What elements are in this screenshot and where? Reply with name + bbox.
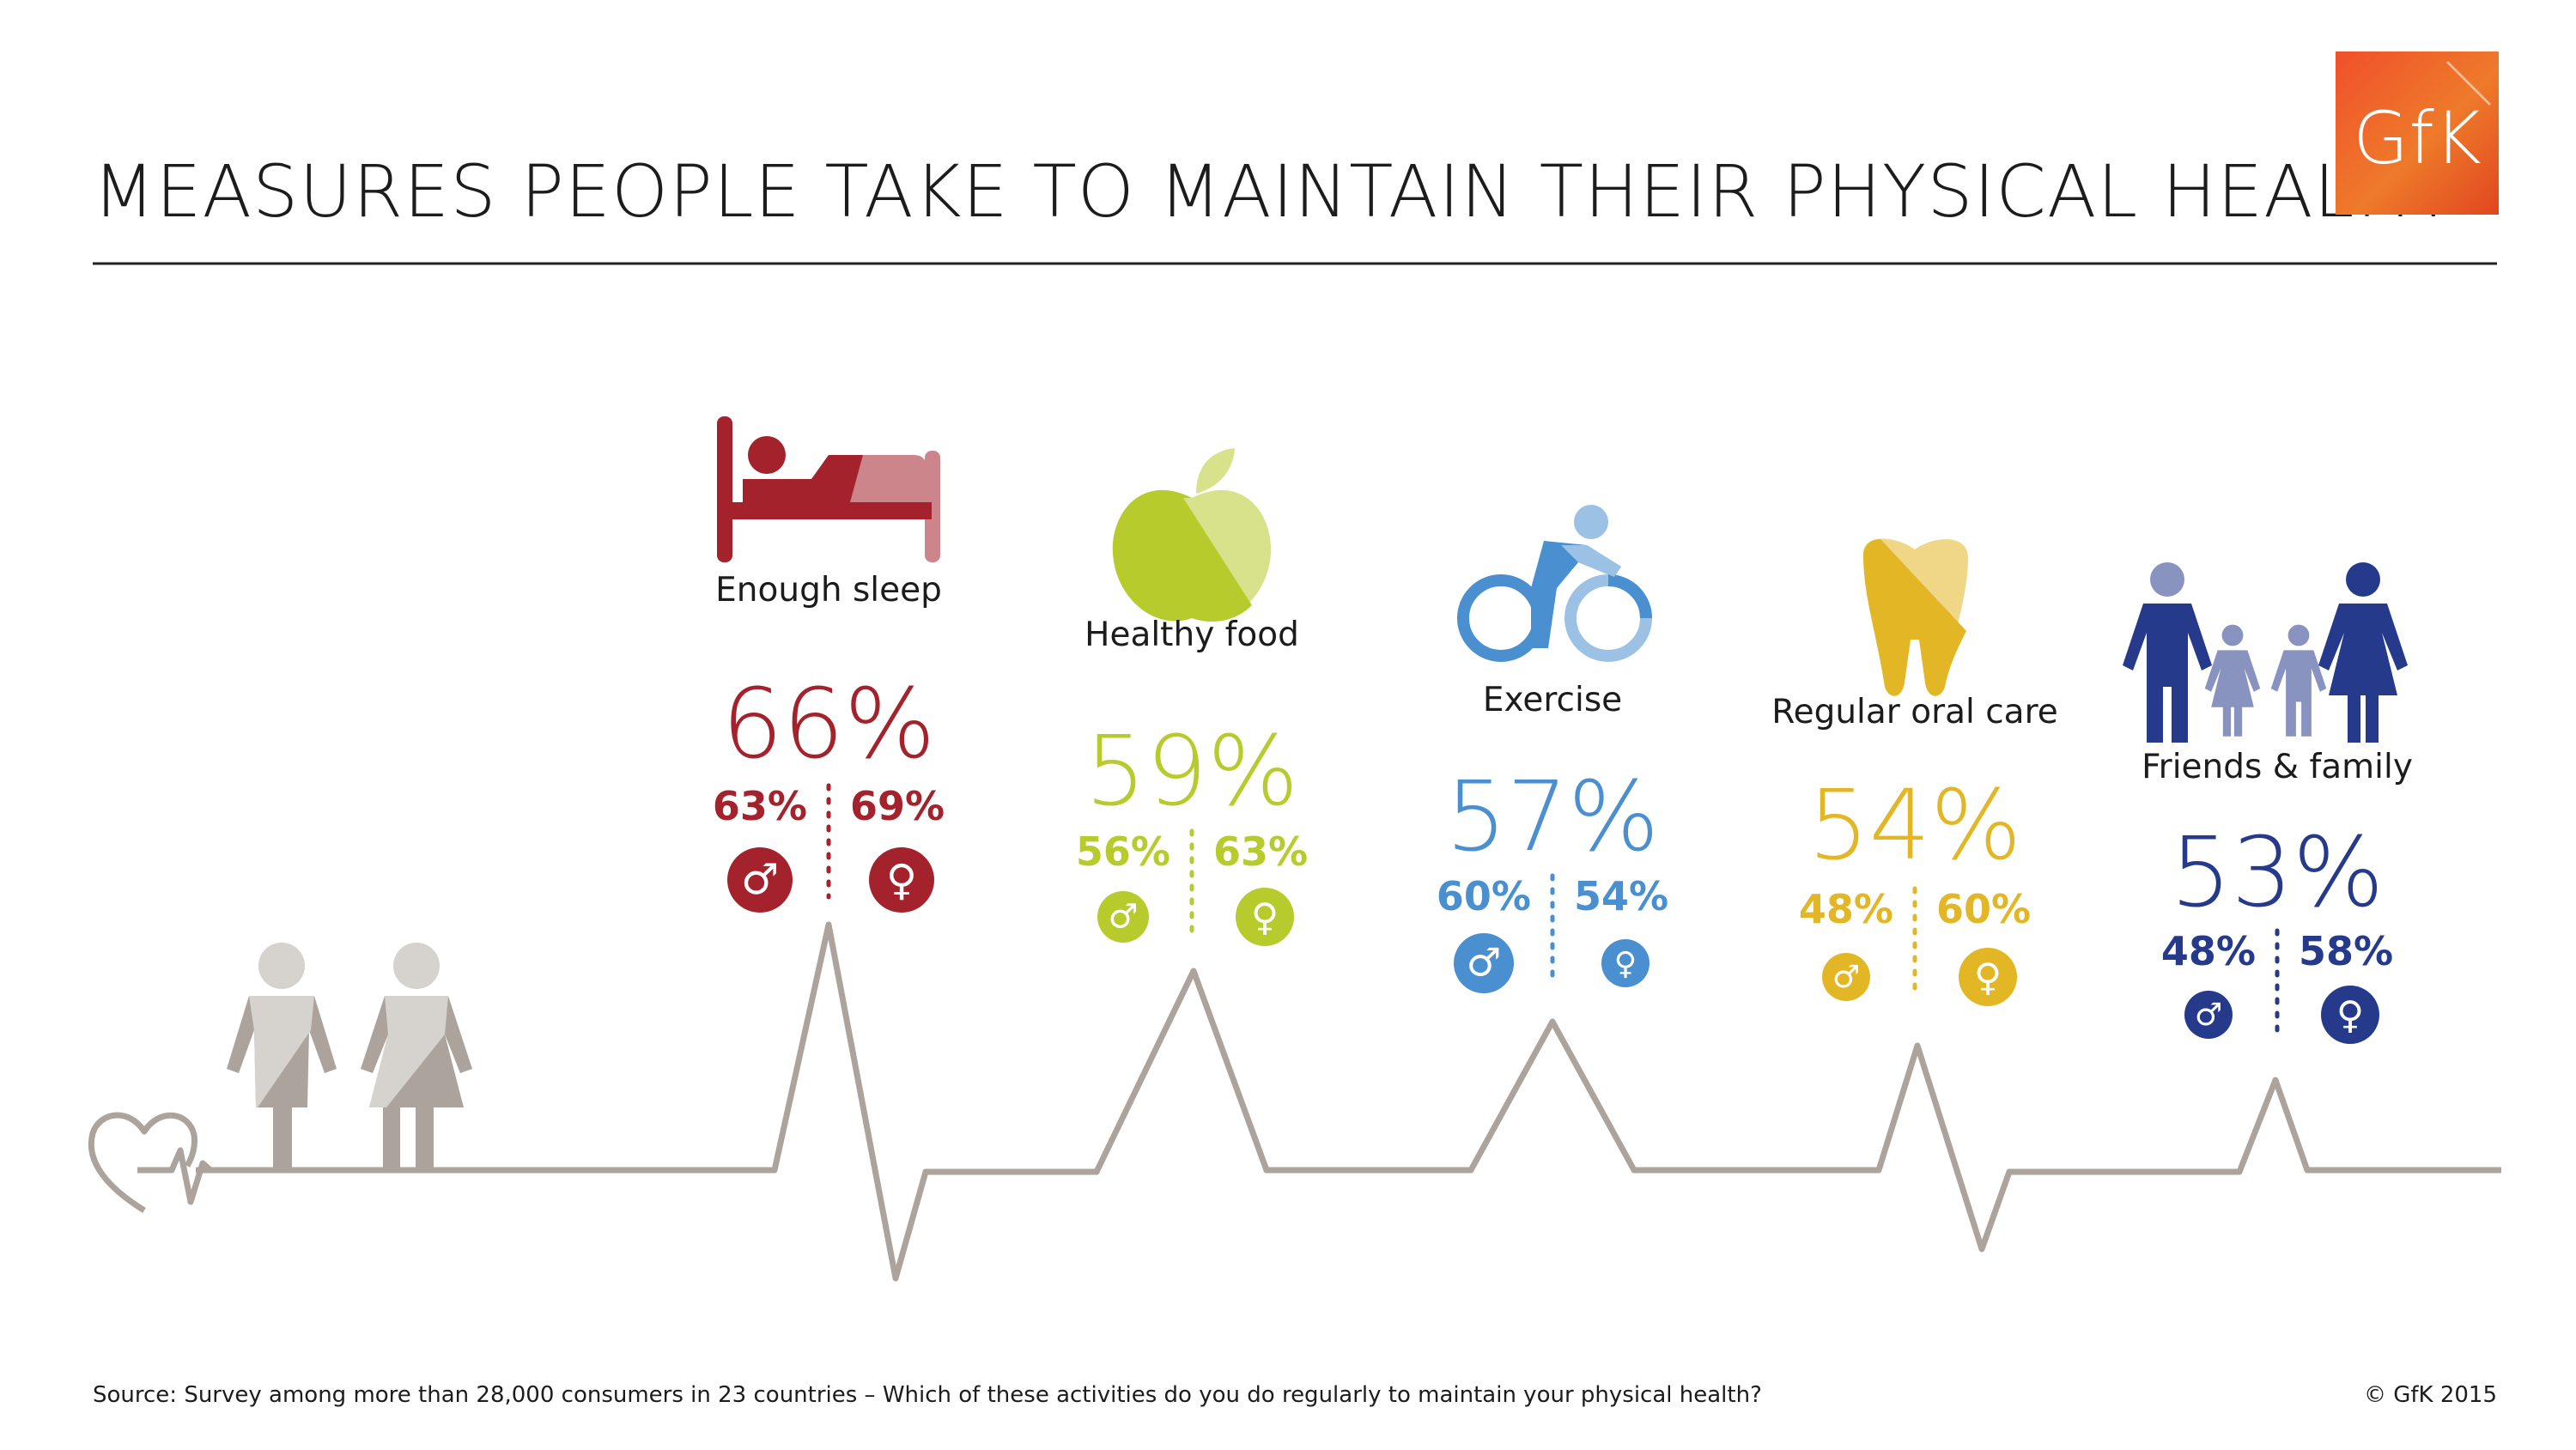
female-symbol-icon [869, 847, 934, 913]
apple-icon [1112, 448, 1272, 622]
female-glyph: ♀ [1614, 945, 1637, 982]
female-symbol-icon [1959, 948, 2017, 1006]
male-glyph: ♂ [741, 854, 779, 904]
category-group-regular-oral-care: Regular oral care 54%48% 60% ♂ ♀ [1771, 538, 2058, 1006]
category-group-exercise: Exercise 57%60% 54% ♂ ♀ [1437, 505, 1668, 993]
male-symbol-icon [1454, 933, 1514, 993]
cyclist-icon [1457, 505, 1652, 662]
male-symbol-icon [1097, 891, 1149, 943]
category-label: Exercise [1483, 681, 1622, 719]
male-glyph: ♂ [1467, 940, 1502, 986]
category-group-healthy-food: Healthy food 59%56% 63% ♂ ♀ [1076, 448, 1308, 946]
female-glyph: ♀ [1974, 956, 2002, 999]
category-label: Healthy food [1084, 616, 1299, 654]
category-label: Enough sleep [715, 571, 942, 610]
male-symbol-icon [1822, 953, 1870, 1001]
category-group-friends-family: Friends & family 53%48% 58% ♂ ♀ [2123, 562, 2413, 1044]
male-percent-label: 56% [1076, 828, 1170, 875]
female-glyph: ♀ [2336, 993, 2364, 1037]
couple-figures-icon [227, 943, 472, 1168]
heart-icon [88, 1112, 213, 1213]
bed-icon [717, 416, 940, 562]
female-percent-label: 58% [2299, 928, 2393, 974]
copyright-note: © GfK 2015 [2364, 1382, 2497, 1408]
male-percent-label: 48% [1799, 886, 1893, 932]
male-symbol-icon [2184, 991, 2233, 1039]
total-percent-label: 59% [1085, 716, 1299, 828]
source-note: Source: Survey among more than 28,000 co… [93, 1382, 1762, 1408]
total-percent-label: 66% [722, 669, 936, 780]
category-label: Regular oral care [1771, 693, 2058, 731]
page-title: MEASURES PEOPLE TAKE TO MAINTAIN THEIR P… [93, 149, 2445, 234]
gfk-logo: GfK [2336, 52, 2499, 215]
total-percent-label: 54% [1808, 770, 2022, 882]
female-symbol-icon [2321, 986, 2379, 1044]
female-glyph: ♀ [886, 855, 917, 905]
female-symbol-icon [1236, 888, 1294, 946]
female-percent-label: 63% [1213, 828, 1308, 875]
male-glyph: ♂ [1832, 958, 1861, 995]
total-percent-label: 53% [2171, 817, 2385, 929]
category-label: Friends & family [2142, 748, 2413, 786]
male-symbol-icon [727, 847, 793, 913]
tooth-icon [1863, 538, 1968, 696]
heartbeat-line [196, 921, 2501, 1282]
logo-text: GfK [2353, 96, 2482, 180]
female-percent-label: 54% [1574, 873, 1668, 919]
female-glyph: ♀ [1251, 895, 1279, 939]
female-symbol-icon [1601, 939, 1649, 987]
category-group-enough-sleep: Enough sleep 66%63% 69% ♂ ♀ [713, 416, 945, 913]
total-percent-label: 57% [1446, 761, 1660, 873]
male-percent-label: 60% [1437, 873, 1531, 919]
male-percent-label: 48% [2161, 928, 2256, 974]
male-glyph: ♂ [2195, 996, 2223, 1033]
family-icon [2123, 562, 2408, 743]
female-percent-label: 69% [850, 783, 945, 829]
male-glyph: ♂ [1109, 898, 1139, 937]
female-percent-label: 60% [1936, 886, 2031, 932]
male-percent-label: 63% [713, 783, 807, 829]
